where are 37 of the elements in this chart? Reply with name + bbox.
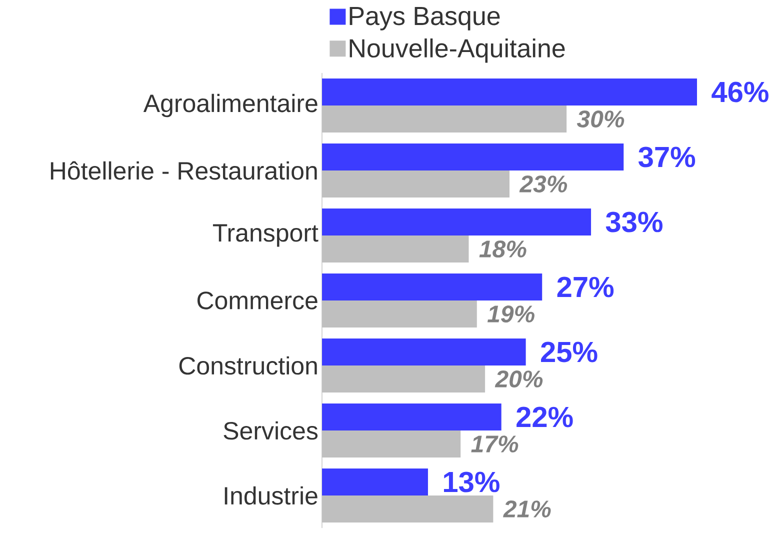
- data-label: 30%: [576, 110, 624, 128]
- legend-label: Nouvelle-Aquitaine: [350, 38, 565, 63]
- y-tick-label: Commerce: [197, 292, 318, 310]
- y-tick-label: Services: [224, 421, 318, 440]
- data-label: 17%: [471, 436, 518, 452]
- data-label: 25%: [541, 342, 598, 362]
- legend-label: Pays Basque: [350, 7, 500, 30]
- bar: [322, 366, 486, 392]
- data-label: 27%: [557, 276, 614, 298]
- y-tick-label: Transport: [212, 224, 318, 247]
- y-tick-label: Hôtellerie - Restauration: [50, 161, 317, 180]
- bar: [322, 274, 542, 300]
- y-tick-label: Construction: [179, 356, 317, 375]
- bar: [322, 78, 697, 106]
- bar: [322, 300, 477, 328]
- bar: [322, 430, 461, 458]
- data-label: 33%: [606, 212, 662, 232]
- data-label: 20%: [494, 370, 543, 388]
- data-label: 23%: [519, 176, 568, 192]
- data-label: 18%: [479, 240, 526, 258]
- bar: [322, 236, 469, 262]
- data-label: 37%: [638, 146, 696, 168]
- bar: [322, 143, 624, 170]
- bar: [322, 106, 567, 132]
- y-tick-label: Industrie: [224, 486, 318, 505]
- data-label: 22%: [516, 406, 573, 428]
- bar: [322, 208, 592, 236]
- bar: [322, 468, 428, 496]
- bar: [322, 404, 502, 430]
- data-label: 21%: [503, 500, 551, 518]
- y-tick-label: Agroalimentaire: [143, 94, 318, 118]
- bar: [322, 338, 526, 366]
- bar: [322, 170, 510, 198]
- data-label: 13%: [444, 472, 500, 492]
- data-label: 46%: [712, 82, 768, 102]
- bar: [322, 496, 494, 522]
- data-label: 19%: [487, 306, 534, 322]
